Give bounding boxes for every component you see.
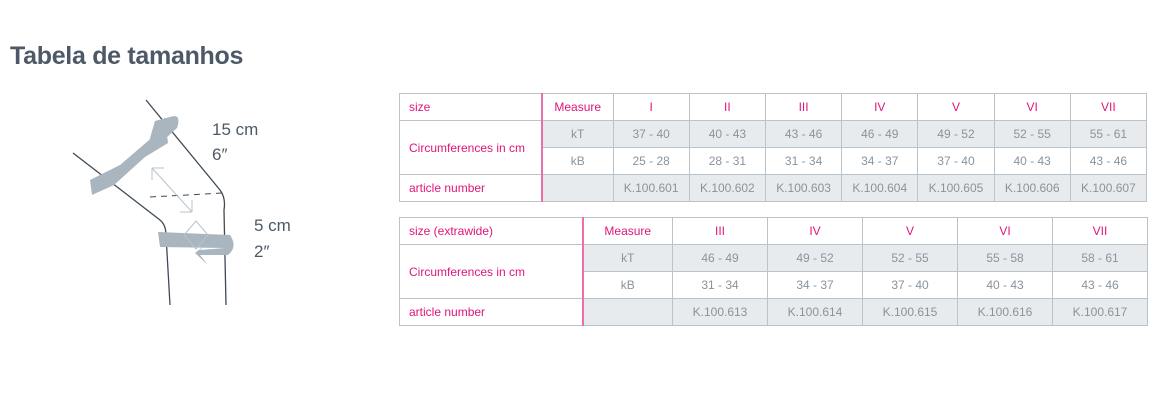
measure-kT: kT bbox=[541, 120, 614, 148]
kT-value: 55 - 61 bbox=[1069, 120, 1148, 148]
article-number: K.100.603 bbox=[764, 174, 843, 202]
article-number: K.100.607 bbox=[1069, 174, 1148, 202]
header-size-col: V bbox=[862, 217, 958, 245]
header-measure: Measure bbox=[582, 217, 673, 245]
table-row: article number K.100.613 K.100.614 K.100.61… bbox=[399, 298, 1148, 326]
kT-value: 58 - 61 bbox=[1052, 244, 1148, 272]
circumference-label: Circumferences in cm bbox=[399, 244, 584, 299]
article-number: K.100.602 bbox=[688, 174, 766, 202]
table-header-row: size (extrawide) Measure III IV V VI VII bbox=[399, 217, 1148, 245]
knee-measurement-illustration bbox=[72, 99, 234, 306]
kB-value: 31 - 34 bbox=[672, 271, 768, 299]
lower-measure-in: 2″ bbox=[254, 242, 270, 261]
table-row: Circumferences in cm kT 46 - 49 49 - 52 52 -… bbox=[399, 244, 1148, 299]
article-number: K.100.605 bbox=[917, 174, 995, 202]
measure-kB: kB bbox=[582, 271, 673, 299]
kT-value: 46 - 49 bbox=[841, 120, 919, 148]
header-size-col: IV bbox=[841, 93, 919, 121]
circumference-label: Circumferences in cm bbox=[398, 120, 543, 175]
upper-measure-cm: 15 cm bbox=[212, 120, 259, 139]
header-size-col: VII bbox=[1069, 93, 1148, 121]
kB-value: 37 - 40 bbox=[917, 147, 995, 175]
header-size-col: III bbox=[764, 93, 843, 121]
header-size-col: VI bbox=[957, 217, 1053, 245]
kT-value: 52 - 55 bbox=[993, 120, 1071, 148]
table-header-row: size Measure I II III IV V VI VII bbox=[398, 93, 1148, 121]
article-number: K.100.604 bbox=[841, 174, 919, 202]
article-number: K.100.601 bbox=[612, 174, 690, 202]
lower-measure-cm: 5 cm bbox=[254, 216, 291, 235]
empty-cell bbox=[541, 174, 614, 202]
measure-kB: kB bbox=[541, 147, 614, 175]
article-number: K.100.613 bbox=[672, 298, 768, 326]
kB-value: 34 - 37 bbox=[767, 271, 863, 299]
kT-value: 43 - 46 bbox=[764, 120, 843, 148]
kT-value: 40 - 43 bbox=[688, 120, 766, 148]
kB-value: 28 - 31 bbox=[688, 147, 766, 175]
upper-measure-in: 6″ bbox=[212, 145, 228, 164]
measure-kT: kT bbox=[582, 244, 673, 272]
article-number-label: article number bbox=[399, 298, 584, 326]
table-row: Circumferences in cm kT 37 - 40 40 - 43 43 -… bbox=[398, 120, 1148, 175]
header-size-col: VII bbox=[1052, 217, 1148, 245]
article-number: K.100.614 bbox=[767, 298, 863, 326]
article-number-label: article number bbox=[398, 174, 543, 202]
header-size-col: I bbox=[612, 93, 690, 121]
table-row: article number K.100.601 K.100.602 K.100.60… bbox=[398, 174, 1148, 202]
kB-value: 40 - 43 bbox=[993, 147, 1071, 175]
header-size-col: II bbox=[688, 93, 766, 121]
table-row: kB 25 - 28 28 - 31 31 - 34 34 - 37 37 - 40 40 … bbox=[400, 147, 1148, 175]
kB-value: 43 - 46 bbox=[1052, 271, 1148, 299]
header-size-col: IV bbox=[767, 217, 863, 245]
kT-value: 37 - 40 bbox=[612, 120, 690, 148]
kB-value: 34 - 37 bbox=[841, 147, 919, 175]
header-size-col: III bbox=[672, 217, 768, 245]
header-measure: Measure bbox=[541, 93, 614, 121]
empty-cell bbox=[582, 298, 673, 326]
calf-circumference-arrow-icon bbox=[158, 232, 234, 265]
article-number: K.100.617 bbox=[1052, 298, 1148, 326]
header-size-col: V bbox=[917, 93, 995, 121]
kT-value: 49 - 52 bbox=[767, 244, 863, 272]
kB-value: 43 - 46 bbox=[1069, 147, 1148, 175]
kB-value: 37 - 40 bbox=[862, 271, 958, 299]
kT-value: 49 - 52 bbox=[917, 120, 995, 148]
header-size: size bbox=[398, 93, 543, 121]
kT-value: 55 - 58 bbox=[957, 244, 1053, 272]
article-number: K.100.616 bbox=[957, 298, 1053, 326]
kB-value: 31 - 34 bbox=[764, 147, 843, 175]
page-title: Tabela de tamanhos bbox=[10, 42, 244, 70]
article-number: K.100.615 bbox=[862, 298, 958, 326]
header-size: size (extrawide) bbox=[399, 217, 584, 245]
extrawide-size-table: size (extrawide) Measure III IV V VI VII… bbox=[399, 217, 1148, 326]
article-number: K.100.606 bbox=[993, 174, 1071, 202]
kB-value: 40 - 43 bbox=[957, 271, 1053, 299]
kT-value: 52 - 55 bbox=[862, 244, 958, 272]
kB-value: 25 - 28 bbox=[612, 147, 690, 175]
size-table: size Measure I II III IV V VI VII Circum… bbox=[398, 93, 1148, 202]
header-size-col: VI bbox=[993, 93, 1071, 121]
kT-value: 46 - 49 bbox=[672, 244, 768, 272]
